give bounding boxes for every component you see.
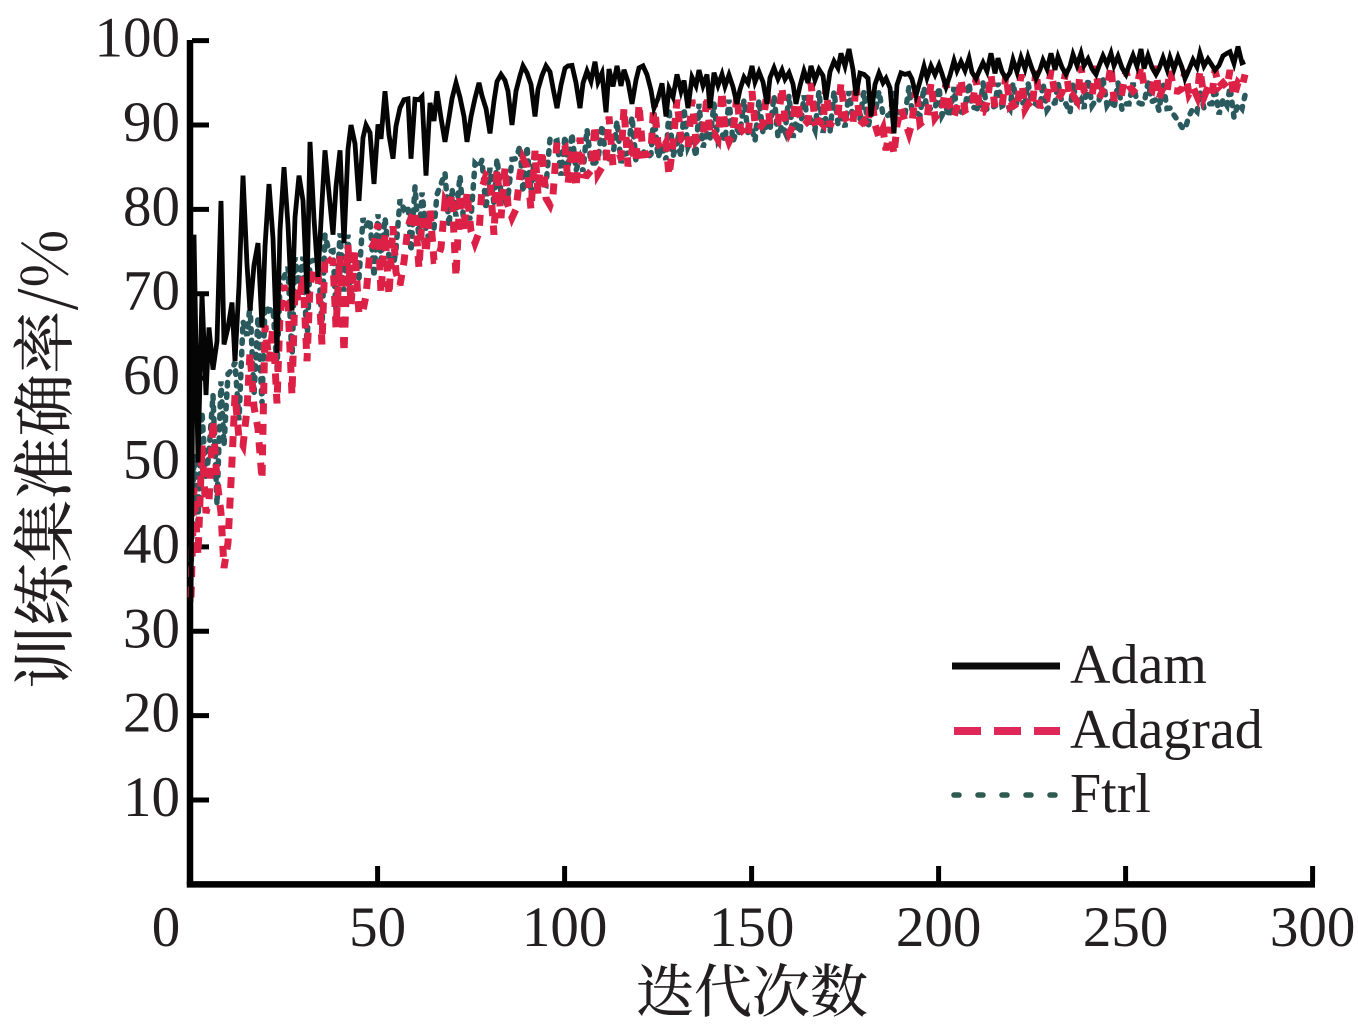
svg-text:60: 60 bbox=[123, 344, 180, 407]
svg-text:10: 10 bbox=[123, 766, 180, 829]
svg-text:300: 300 bbox=[1270, 896, 1356, 959]
svg-text:100: 100 bbox=[95, 7, 181, 70]
svg-text:90: 90 bbox=[123, 91, 180, 154]
svg-text:200: 200 bbox=[896, 896, 982, 959]
svg-text:Adagrad: Adagrad bbox=[1070, 699, 1263, 761]
svg-text:Ftrl: Ftrl bbox=[1070, 763, 1151, 825]
svg-text:0: 0 bbox=[152, 896, 181, 959]
svg-text:150: 150 bbox=[709, 896, 795, 959]
svg-text:50: 50 bbox=[349, 896, 406, 959]
svg-text:250: 250 bbox=[1083, 896, 1169, 959]
svg-text:Adam: Adam bbox=[1070, 634, 1207, 696]
svg-text:50: 50 bbox=[123, 429, 180, 492]
svg-text:30: 30 bbox=[123, 597, 180, 660]
svg-text:100: 100 bbox=[522, 896, 608, 959]
svg-text:40: 40 bbox=[123, 513, 180, 576]
svg-text:70: 70 bbox=[123, 260, 180, 323]
svg-text:80: 80 bbox=[123, 175, 180, 238]
svg-text:20: 20 bbox=[123, 682, 180, 745]
